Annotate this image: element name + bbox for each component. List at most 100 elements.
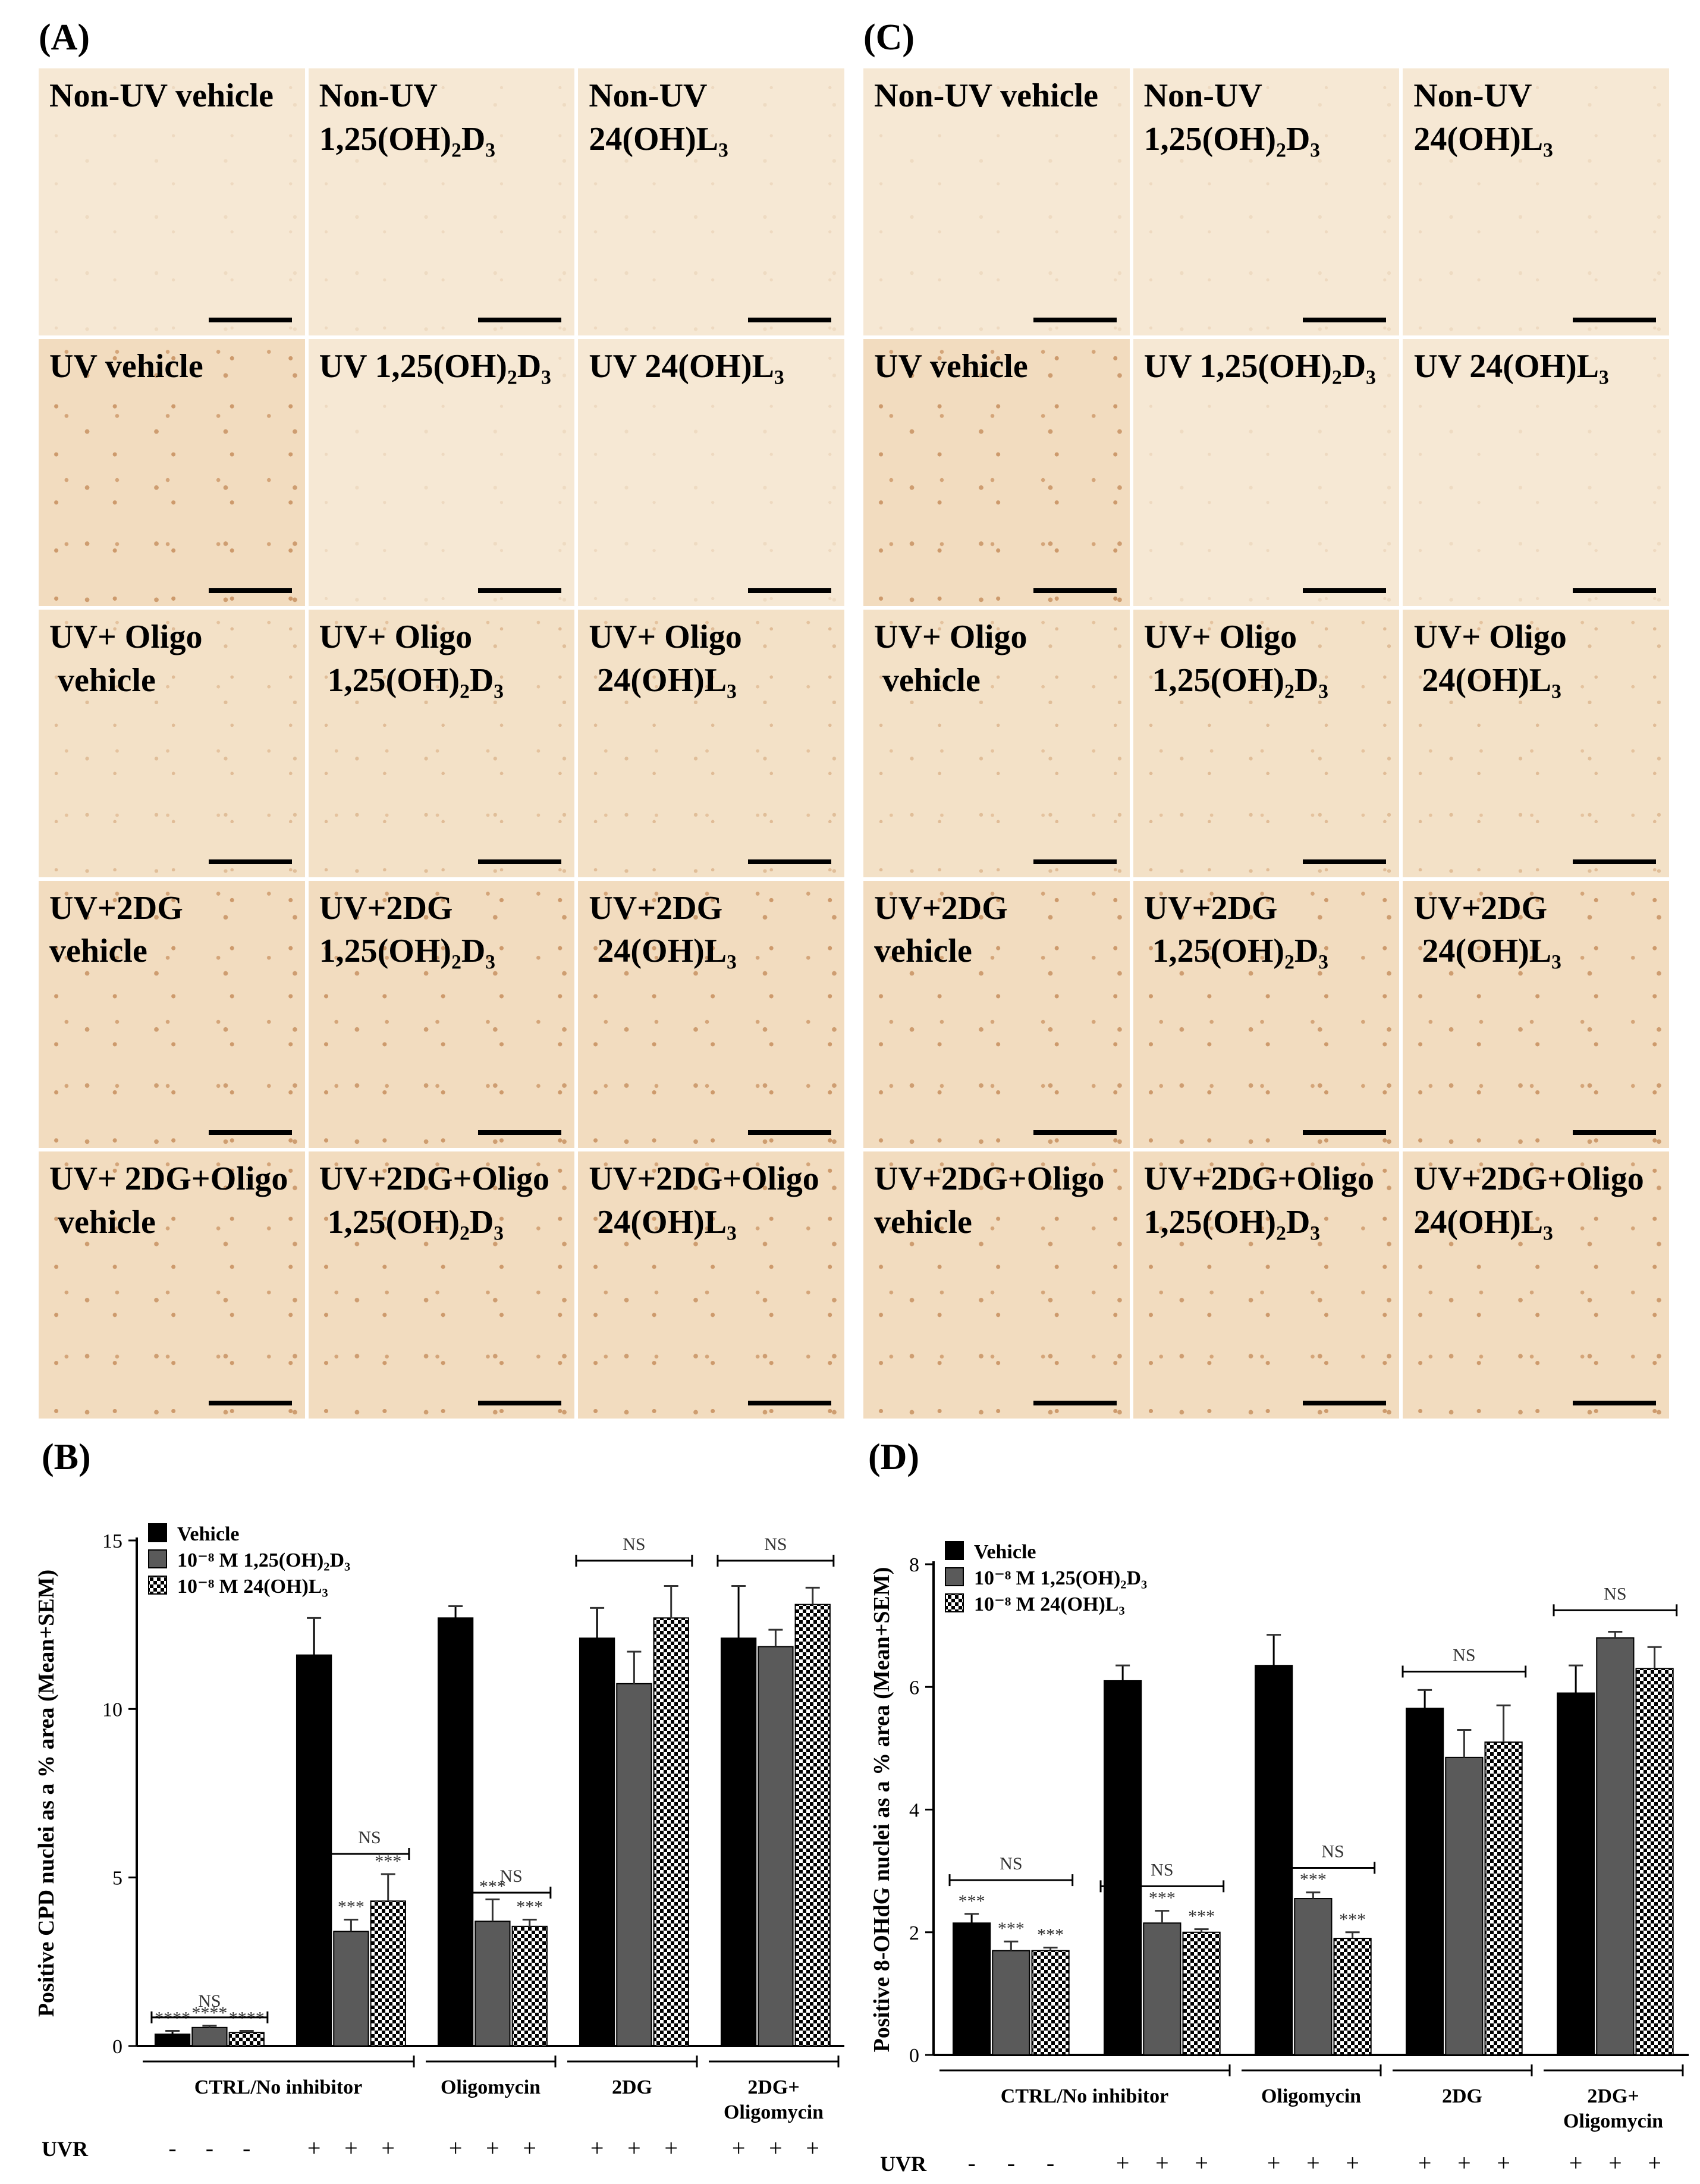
uvr-sign: -: [206, 2135, 213, 2161]
uvr-sign: +: [523, 2135, 536, 2161]
ns-label: NS: [1321, 1841, 1344, 1861]
scale-bar: [1033, 318, 1117, 323]
uvr-sign: +: [1346, 2150, 1359, 2176]
ns-label: NS: [1453, 1645, 1475, 1665]
significance-stars: ***: [1037, 1925, 1064, 1945]
y-tick-label: 6: [909, 1677, 919, 1699]
group-label: CTRL/No inhibitor: [194, 2076, 362, 2098]
significance-stars: ***: [1339, 1910, 1366, 1929]
micrograph-label: Non-UV vehicle: [874, 77, 1098, 114]
group-label: Oligomycin: [441, 2076, 541, 2098]
uvr-sign: +: [1116, 2150, 1130, 2176]
significance-stars: ***: [959, 1891, 985, 1911]
bar: [953, 1922, 991, 2056]
legend-swatch: [148, 1523, 167, 1542]
bar: [228, 2032, 265, 2047]
bar: [720, 1637, 757, 2047]
panel-label: (B): [42, 1437, 91, 1477]
micrograph-tile: UV+2DG 24(OH)L₃: [1403, 880, 1669, 1148]
uvr-sign: +: [1155, 2150, 1169, 2176]
micrograph-tile: UV vehicle: [39, 339, 305, 607]
scale-bar: [478, 859, 562, 864]
bar: [1596, 1637, 1635, 2056]
micrograph-label: UV 1,25(OH)₂D₃: [1143, 348, 1376, 385]
uvr-sign: +: [590, 2135, 604, 2161]
bar: [794, 1604, 831, 2047]
scale-bar: [208, 318, 292, 323]
y-tick-label: 5: [112, 1868, 122, 1890]
micrograph-tile: UV+ Oligo vehicle: [39, 610, 305, 877]
scale-bar: [1303, 859, 1387, 864]
uvr-sign: +: [1497, 2150, 1510, 2176]
uvr-sign: +: [732, 2135, 746, 2161]
bar: [616, 1683, 652, 2047]
micrograph-label: UV+2DG 24(OH)L₃: [1413, 889, 1561, 970]
ns-label: NS: [198, 1991, 221, 2011]
scale-bar: [1303, 1129, 1387, 1135]
chart-b: (B) 0 5 10 15 Positive CPD nuclei as a % area…: [34, 1437, 844, 2161]
scale-bar: [747, 1129, 831, 1135]
panel-label-a: (A): [39, 17, 90, 58]
scale-bar: [1033, 588, 1117, 594]
uvr-sign: +: [769, 2135, 783, 2161]
legend-label: 10⁻⁸ M 24(OH)L₃: [974, 1593, 1125, 1615]
y-tick-label: 0: [909, 2045, 919, 2067]
micrograph-label: UV+ Oligo vehicle: [874, 619, 1027, 699]
micrograph-label: UV+2DG+Oligo vehicle: [874, 1160, 1105, 1241]
scale-bar: [1572, 588, 1656, 594]
scale-bar: [478, 1129, 562, 1135]
micrograph-label: UV vehicle: [874, 348, 1028, 385]
ns-label: NS: [1000, 1854, 1022, 1874]
group-label: Oligomycin: [1563, 2110, 1663, 2132]
legend-swatch: [945, 1541, 964, 1560]
uvr-sign: +: [806, 2135, 819, 2161]
micrograph-label: UV vehicle: [49, 348, 203, 385]
uvr-sign: +: [307, 2135, 321, 2161]
uvr-label: UVR: [42, 2137, 89, 2161]
group-label: 2DG: [1442, 2085, 1482, 2107]
legend-label: 10⁻⁸ M 1,25(OH)₂D₃: [177, 1549, 350, 1571]
micrograph-tile: UV+ 2DG+Oligo vehicle: [39, 1151, 305, 1419]
bar: [992, 1950, 1030, 2056]
micrograph-tile: UV+2DG 1,25(OH)₂D₃: [1133, 880, 1400, 1148]
micrograph-label: UV+2DG vehicle: [49, 889, 183, 970]
scale-bar: [1572, 1401, 1656, 1405]
chart-d: (D) 0 2 4 6 8 Positive 8-OHdG nuclei as a % ar…: [868, 1437, 1689, 2176]
legend-swatch: [148, 1549, 167, 1568]
scale-bar: [1303, 1401, 1387, 1405]
significance-stars: ***: [998, 1919, 1025, 1938]
y-tick-label: 4: [909, 1800, 919, 1822]
y-axis-label: Positive 8-OHdG nuclei as a % area (Mean…: [869, 1567, 894, 2053]
bar: [1333, 1938, 1372, 2056]
micrograph-tile: UV+2DG+Oligo 24(OH)L₃: [578, 1151, 844, 1419]
uvr-sign: -: [168, 2135, 176, 2161]
micrograph-label: UV+2DG+Oligo 24(OH)L₃: [1413, 1160, 1644, 1241]
bar: [475, 1921, 511, 2047]
bar: [579, 1637, 615, 2047]
micrograph-label: UV+2DG+Oligo 1,25(OH)₂D₃: [1143, 1160, 1375, 1241]
uvr-sign: -: [1007, 2150, 1015, 2176]
bar: [191, 2026, 228, 2047]
significance-stars: ***: [1149, 1888, 1176, 1908]
bar: [1294, 1898, 1333, 2056]
micrograph-tile: UV+2DG+Oligo 24(OH)L₃: [1403, 1151, 1669, 1419]
micrograph-tile: UV+ Oligo vehicle: [863, 610, 1130, 877]
uvr-sign: +: [1418, 2150, 1432, 2176]
group-label: CTRL/No inhibitor: [1001, 2085, 1168, 2107]
scale-bar: [1572, 859, 1656, 864]
ns-label: NS: [623, 1535, 645, 1554]
micrograph-tile: Non-UV 1,25(OH)₂D₃: [1133, 68, 1400, 336]
micrograph-tile: UV+2DG 1,25(OH)₂D₃: [308, 880, 575, 1148]
ns-label: NS: [358, 1828, 381, 1847]
ns-label: NS: [499, 1866, 522, 1886]
bar: [370, 1900, 406, 2047]
scale-bar: [208, 1401, 292, 1405]
micrograph-label: UV 24(OH)L₃: [1413, 348, 1609, 385]
micrograph-label: UV+2DG+Oligo 24(OH)L₃: [589, 1160, 819, 1241]
micrograph-tile: UV+ Oligo 24(OH)L₃: [1403, 610, 1669, 877]
micrograph-tile: UV+2DG 24(OH)L₃: [578, 880, 844, 1148]
group-label: Oligomycin: [724, 2101, 824, 2123]
scale-bar: [747, 318, 831, 323]
uvr-sign: +: [1457, 2150, 1471, 2176]
scale-bar: [1033, 1129, 1117, 1135]
